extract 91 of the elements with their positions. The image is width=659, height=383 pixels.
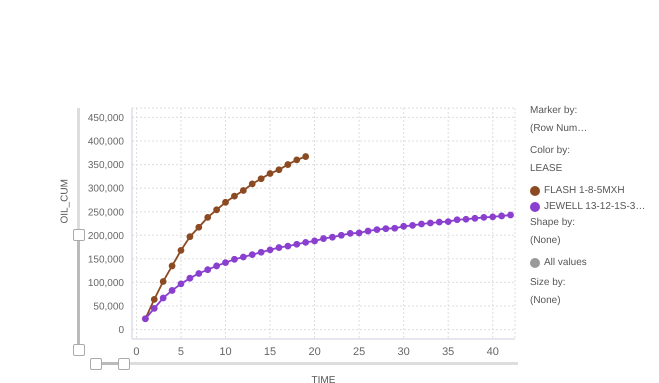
x-tick-label: 35 [442, 346, 454, 358]
x-tick-label: 40 [486, 346, 499, 358]
point [222, 198, 229, 206]
point [426, 220, 434, 226]
point [436, 218, 443, 226]
point [356, 230, 363, 236]
point [382, 225, 390, 232]
point [231, 256, 238, 263]
point [462, 216, 470, 223]
y-tick-label: 300,000 [88, 184, 124, 195]
point [302, 153, 310, 160]
point [276, 244, 282, 251]
text: Marker by: [530, 105, 578, 117]
x-tick-label: 25 [353, 346, 366, 358]
point [409, 222, 416, 229]
point [213, 262, 220, 270]
point [195, 224, 202, 231]
y-tick-label: 200,000 [88, 230, 124, 242]
point [266, 246, 274, 254]
point [454, 216, 461, 224]
point [213, 206, 220, 214]
y-tick-label: 0 [118, 325, 124, 336]
point [498, 212, 506, 220]
point [178, 280, 184, 288]
y-axis-title: OIL_CUM [60, 179, 71, 224]
point [329, 234, 336, 241]
point [489, 214, 496, 220]
point [320, 235, 327, 242]
point [160, 294, 167, 302]
point [293, 240, 300, 248]
x-tick-label: 15 [264, 346, 276, 358]
y-tick-label: 450,000 [88, 112, 124, 124]
text: Shape by: [530, 217, 576, 229]
y-tick-label: 150,000 [88, 254, 124, 266]
point [374, 226, 380, 234]
point [231, 192, 238, 200]
point [168, 287, 176, 294]
x-tick-label: 30 [398, 346, 410, 358]
point [258, 175, 265, 182]
point [293, 156, 300, 164]
y-tick-label: 400,000 [88, 136, 124, 148]
point [284, 242, 292, 250]
legend-label: FLASH 1-8-5MXH [544, 185, 625, 197]
x-tick-label: 10 [219, 346, 232, 358]
point [150, 296, 158, 303]
point [186, 274, 194, 282]
point [266, 170, 274, 177]
point [240, 187, 247, 194]
y-tick-label: 350,000 [88, 160, 124, 172]
point [400, 222, 408, 230]
text: All values [544, 257, 587, 269]
y-tick-label: 250,000 [88, 207, 124, 218]
text: (Row Num… [530, 123, 588, 135]
x-tick-label: 0 [133, 346, 140, 358]
point [284, 161, 292, 168]
legend-title: Color by: [530, 145, 572, 157]
point [258, 248, 265, 256]
point [240, 254, 247, 260]
point [364, 228, 372, 234]
point [195, 270, 202, 277]
legend-label: JEWELL 13-12-1S-3… [544, 201, 646, 213]
point [222, 259, 229, 266]
point [276, 166, 282, 174]
point [248, 180, 256, 188]
point [418, 220, 425, 228]
y-tick-label: 100,000 [88, 278, 124, 289]
point [186, 233, 194, 240]
x-tick-label: 5 [178, 346, 184, 358]
point [338, 232, 345, 239]
text: Size by: [530, 277, 567, 289]
point [444, 218, 452, 226]
point [248, 251, 256, 258]
text: LEASE [530, 163, 564, 175]
point [150, 304, 158, 312]
point [160, 278, 167, 285]
y-tick-label: 50,000 [93, 302, 124, 313]
point [346, 230, 354, 237]
point [507, 212, 514, 218]
point [204, 266, 212, 274]
x-axis-title: TIME [312, 375, 336, 383]
point [178, 246, 184, 254]
point [204, 214, 212, 221]
point [168, 262, 176, 270]
point [302, 238, 310, 246]
point [472, 214, 478, 222]
point [311, 238, 318, 244]
point [391, 224, 398, 232]
text: (None) [530, 295, 562, 307]
text: (None) [530, 235, 562, 247]
point [480, 214, 488, 221]
x-tick-label: 20 [308, 346, 321, 358]
